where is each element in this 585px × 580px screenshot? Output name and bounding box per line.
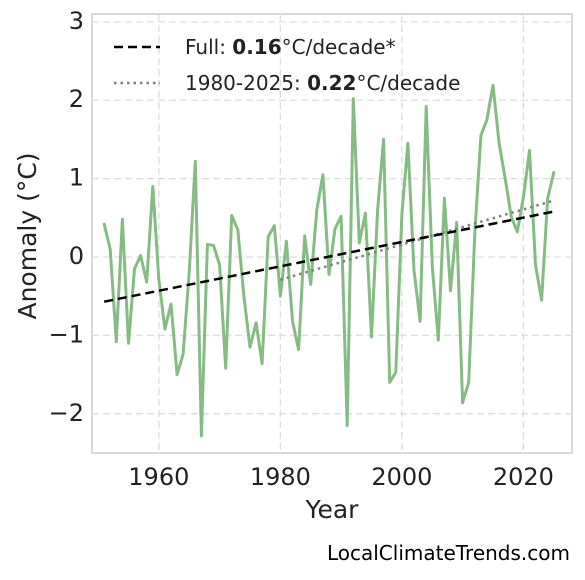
y-tick-label: 1 bbox=[69, 164, 84, 192]
grid-lines bbox=[92, 14, 572, 453]
legend-recent-suffix: °C/decade bbox=[356, 71, 460, 95]
x-tick-label: 1980 bbox=[250, 463, 311, 491]
trendline-1980-2025 bbox=[280, 199, 555, 281]
y-tick-label: 2 bbox=[69, 85, 84, 113]
legend-full-prefix: Full: bbox=[185, 35, 232, 59]
y-tick-label: 0 bbox=[69, 242, 84, 270]
legend: Full: 0.16°C/decade* 1980-2025: 0.22°C/d… bbox=[114, 35, 460, 95]
x-tick-label: 2020 bbox=[493, 463, 554, 491]
legend-full-suffix: °C/decade* bbox=[282, 35, 396, 59]
trendline-full bbox=[103, 210, 555, 303]
source-credit: LocalClimateTrends.com bbox=[327, 541, 570, 565]
y-tick-label: 3 bbox=[69, 7, 84, 35]
legend-label-full: Full: 0.16°C/decade* bbox=[185, 35, 396, 59]
legend-recent-prefix: 1980-2025: bbox=[185, 71, 307, 95]
legend-full-value: 0.16 bbox=[232, 35, 281, 59]
y-tick-labels: 3 2 1 0 −1 −2 bbox=[49, 7, 84, 427]
x-tick-label: 1960 bbox=[128, 463, 189, 491]
y-tick-label: −2 bbox=[49, 399, 84, 427]
y-tick-label: −1 bbox=[49, 320, 84, 348]
x-tick-label: 2000 bbox=[371, 463, 432, 491]
legend-recent-value: 0.22 bbox=[307, 71, 356, 95]
legend-label-recent: 1980-2025: 0.22°C/decade bbox=[185, 71, 460, 95]
x-axis-title: Year bbox=[305, 495, 360, 524]
anomaly-series-line bbox=[102, 83, 556, 438]
y-axis-title: Anomaly (°C) bbox=[13, 152, 42, 319]
x-tick-labels: 1960 1980 2000 2020 bbox=[128, 463, 554, 491]
